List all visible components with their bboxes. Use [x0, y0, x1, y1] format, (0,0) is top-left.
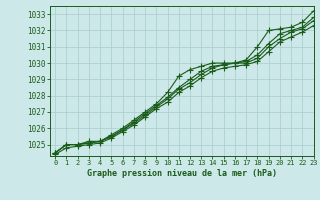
X-axis label: Graphe pression niveau de la mer (hPa): Graphe pression niveau de la mer (hPa) — [87, 169, 276, 178]
